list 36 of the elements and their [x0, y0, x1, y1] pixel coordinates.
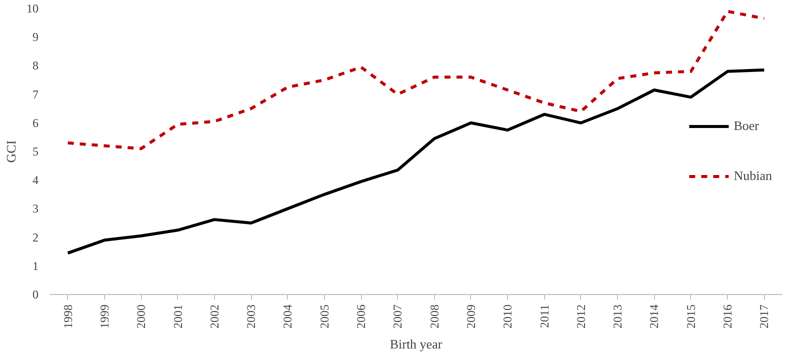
x-tick-label: 2003 — [244, 304, 258, 328]
x-tick-label: 2002 — [207, 304, 222, 328]
y-tick-label: 5 — [32, 144, 38, 158]
x-tick-label: 1999 — [97, 304, 112, 328]
x-tick-label: 2007 — [390, 304, 405, 328]
y-tick-label: 0 — [32, 288, 38, 302]
x-tick-label: 2012 — [574, 304, 588, 328]
y-tick-label: 1 — [32, 258, 38, 273]
legend-label: Boer — [734, 118, 759, 134]
line-series — [66, 10, 766, 150]
y-tick-label: 10 — [26, 2, 38, 16]
y-axis-title: GCI — [4, 140, 18, 163]
x-tick-label: 2008 — [427, 304, 442, 328]
x-tick-label: 2015 — [684, 304, 698, 328]
y-tick-label: 3 — [32, 202, 38, 216]
x-tick-label: 2009 — [464, 304, 478, 328]
x-tick-label: 2005 — [317, 304, 332, 328]
x-tick-label: 2017 — [757, 304, 772, 328]
x-tick-label: 1998 — [60, 304, 75, 328]
x-tick-label: 2014 — [647, 304, 662, 328]
x-tick-label: 2011 — [537, 304, 552, 328]
x-tick-label: 2001 — [170, 304, 185, 328]
y-tick-label: 4 — [32, 173, 38, 188]
x-tick-label: 2004 — [280, 304, 295, 328]
y-tick-label: 7 — [32, 87, 38, 102]
x-tick-label: 2013 — [610, 304, 625, 328]
x-tick-label: 2016 — [720, 304, 735, 328]
x-tick-label: 2000 — [134, 304, 148, 328]
legend-label: Nubian — [734, 168, 772, 184]
x-axis-title: Birth year — [390, 336, 443, 352]
y-tick-label: 9 — [32, 30, 38, 44]
y-tick-label: 6 — [32, 116, 38, 130]
x-tick-label: 2006 — [354, 304, 368, 328]
y-tick-label: 2 — [32, 230, 38, 244]
x-tick-label: 2010 — [500, 304, 515, 328]
y-tick-label: 8 — [32, 58, 38, 73]
